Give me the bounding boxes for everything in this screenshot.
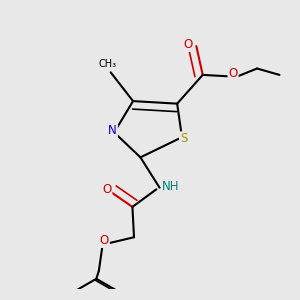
Text: CH₃: CH₃ — [98, 58, 117, 68]
Text: O: O — [102, 183, 112, 196]
Text: S: S — [180, 132, 187, 145]
Text: N: N — [108, 124, 117, 137]
Text: NH: NH — [162, 180, 179, 193]
Text: O: O — [229, 68, 238, 80]
Text: O: O — [100, 234, 109, 247]
Text: O: O — [184, 38, 193, 51]
